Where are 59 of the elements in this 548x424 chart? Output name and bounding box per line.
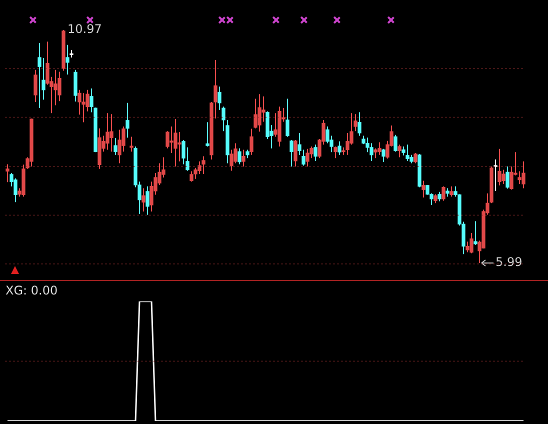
candlestick	[306, 148, 310, 168]
candlestick	[146, 186, 150, 216]
candlestick	[286, 98, 290, 138]
candlestick	[238, 148, 242, 165]
candlestick	[338, 140, 342, 156]
candlestick	[406, 144, 410, 162]
candlestick	[398, 144, 402, 158]
candlestick	[166, 130, 170, 149]
candlestick	[314, 144, 318, 162]
candlestick	[254, 98, 258, 129]
candlestick	[66, 44, 70, 76]
candlestick	[142, 188, 146, 212]
candlestick	[494, 159, 498, 192]
candlestick	[106, 112, 110, 150]
candlestick	[334, 146, 338, 159]
candlestick	[242, 149, 246, 168]
candlestick	[290, 139, 294, 168]
candlestick	[38, 42, 42, 109]
candlestick	[442, 186, 446, 202]
candlestick	[74, 69, 78, 102]
candlestick	[506, 166, 510, 190]
candlestick	[82, 92, 86, 123]
annotation: 5.99	[496, 255, 522, 270]
candlestick	[378, 142, 382, 156]
candlestick	[110, 114, 114, 152]
candlestick	[58, 71, 62, 102]
candlestick	[206, 122, 210, 147]
candlestick	[250, 128, 254, 156]
candlestick	[178, 132, 182, 162]
candlestick	[414, 152, 418, 164]
candlestick	[130, 136, 134, 152]
candlestick	[522, 160, 526, 189]
candlestick	[474, 220, 478, 246]
candlestick	[262, 96, 266, 122]
candlestick	[394, 134, 398, 152]
candlestick	[498, 148, 502, 186]
candlestick	[118, 129, 122, 164]
candlestick	[382, 148, 386, 162]
candlestick	[466, 241, 470, 253]
candlestick	[274, 112, 278, 138]
candlestick	[518, 170, 522, 185]
candlestick	[502, 169, 506, 185]
candlestick	[450, 186, 454, 198]
candlestick	[422, 180, 426, 198]
candlestick	[114, 138, 118, 156]
candlestick	[258, 94, 262, 132]
chart-title: XG: 0.00	[6, 283, 58, 298]
candlestick	[174, 118, 178, 168]
candlestick	[470, 232, 474, 254]
candlestick	[34, 69, 38, 102]
candlestick	[170, 126, 174, 154]
candlestick	[190, 170, 194, 182]
candlestick	[438, 191, 442, 202]
candlestick	[294, 139, 298, 168]
candlestick	[126, 102, 130, 138]
candlestick	[358, 112, 362, 136]
annotation: 10.97	[68, 22, 102, 36]
candlestick	[202, 156, 206, 174]
candlestick	[6, 164, 10, 183]
